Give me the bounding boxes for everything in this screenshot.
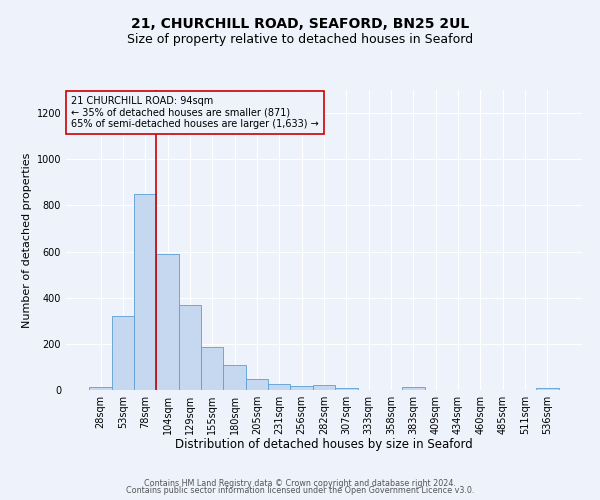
Bar [536,388,559,390]
Bar [112,316,134,390]
Bar [313,384,335,390]
Bar [290,386,313,390]
Bar [402,387,425,390]
X-axis label: Distribution of detached houses by size in Seaford: Distribution of detached houses by size … [175,438,473,452]
Bar [157,254,179,390]
Bar [179,304,201,390]
Bar [268,384,290,390]
Text: 21, CHURCHILL ROAD, SEAFORD, BN25 2UL: 21, CHURCHILL ROAD, SEAFORD, BN25 2UL [131,18,469,32]
Bar [134,194,157,390]
Bar [246,379,268,390]
Text: Size of property relative to detached houses in Seaford: Size of property relative to detached ho… [127,32,473,46]
Text: Contains public sector information licensed under the Open Government Licence v3: Contains public sector information licen… [126,486,474,495]
Bar [335,388,358,390]
Text: 21 CHURCHILL ROAD: 94sqm
← 35% of detached houses are smaller (871)
65% of semi-: 21 CHURCHILL ROAD: 94sqm ← 35% of detach… [71,96,319,129]
Bar [223,366,246,390]
Bar [201,348,223,390]
Y-axis label: Number of detached properties: Number of detached properties [22,152,32,328]
Text: Contains HM Land Registry data © Crown copyright and database right 2024.: Contains HM Land Registry data © Crown c… [144,478,456,488]
Bar [89,386,112,390]
